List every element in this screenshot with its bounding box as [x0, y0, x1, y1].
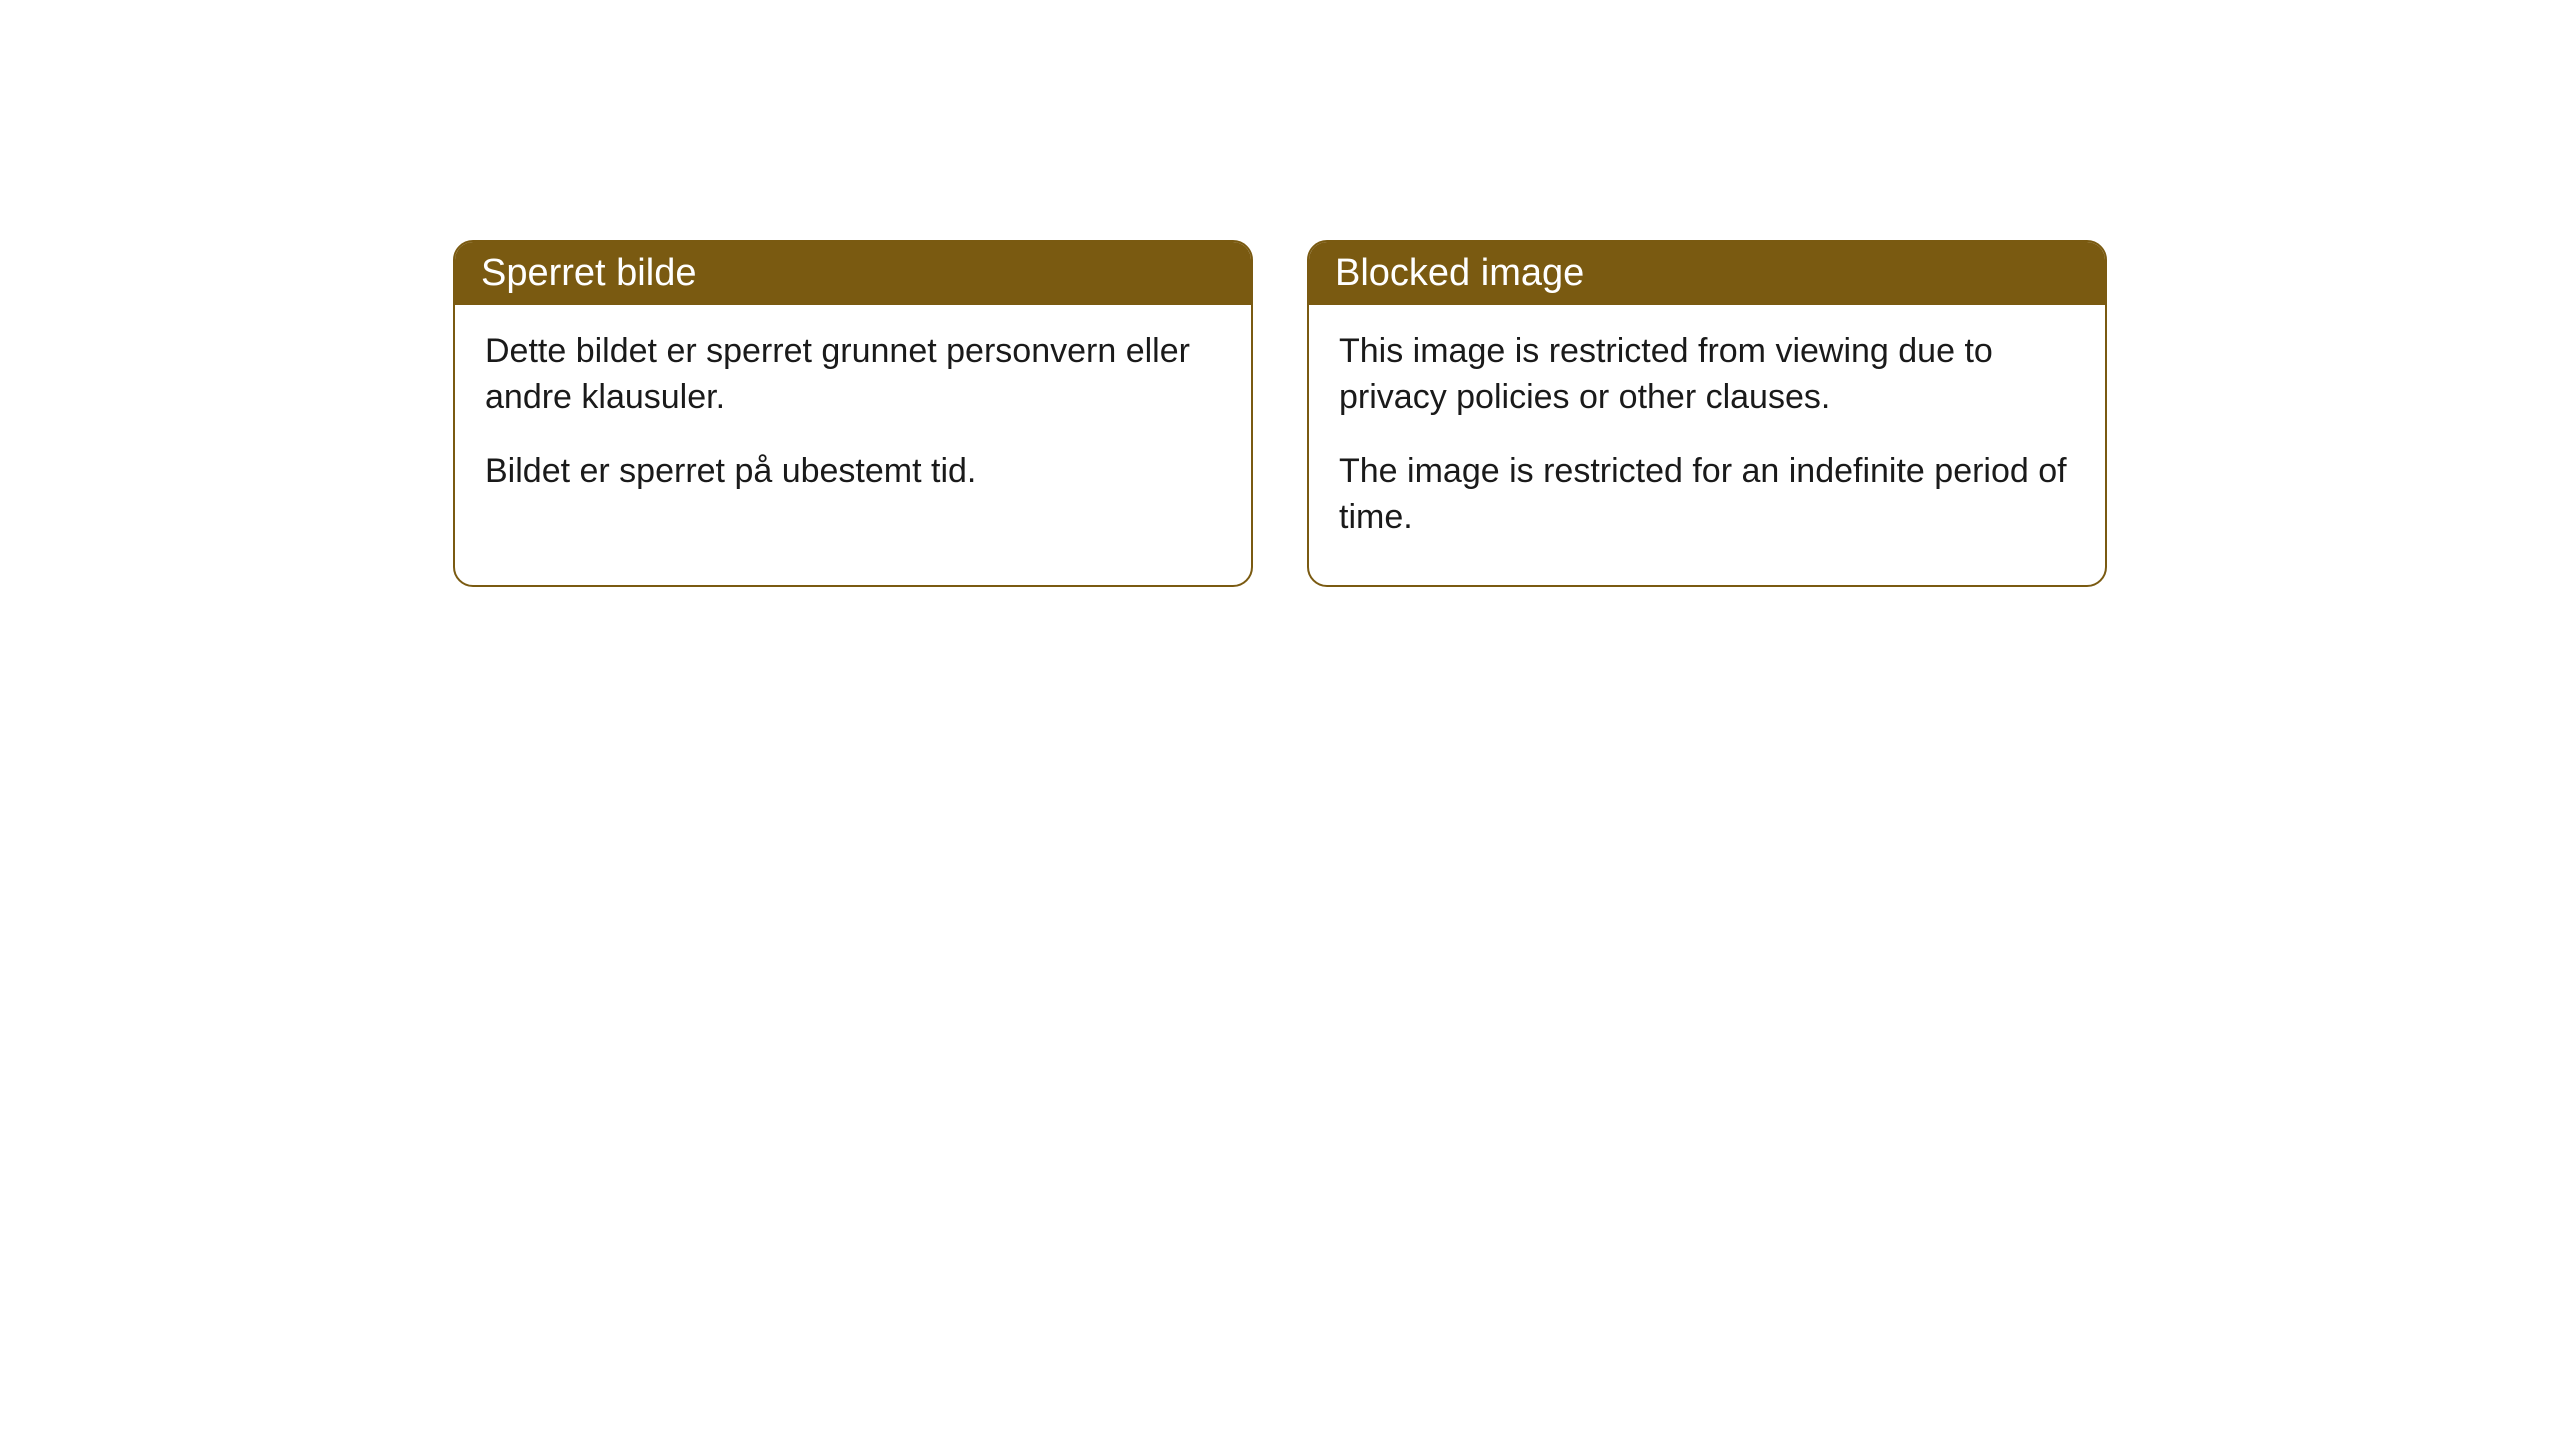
notice-body-english: This image is restricted from viewing du… [1309, 305, 2105, 585]
notice-card-english: Blocked image This image is restricted f… [1307, 240, 2107, 587]
notice-title-english: Blocked image [1335, 252, 1584, 294]
notice-body-norwegian: Dette bildet er sperret grunnet personve… [455, 305, 1251, 539]
notice-container: Sperret bilde Dette bildet er sperret gr… [453, 240, 2107, 587]
notice-paragraph-1-english: This image is restricted from viewing du… [1339, 329, 2075, 421]
notice-paragraph-1-norwegian: Dette bildet er sperret grunnet personve… [485, 329, 1221, 421]
notice-paragraph-2-norwegian: Bildet er sperret på ubestemt tid. [485, 449, 1221, 495]
notice-paragraph-2-english: The image is restricted for an indefinit… [1339, 449, 2075, 541]
notice-title-norwegian: Sperret bilde [481, 252, 696, 294]
notice-header-english: Blocked image [1309, 242, 2105, 305]
notice-card-norwegian: Sperret bilde Dette bildet er sperret gr… [453, 240, 1253, 587]
notice-header-norwegian: Sperret bilde [455, 242, 1251, 305]
